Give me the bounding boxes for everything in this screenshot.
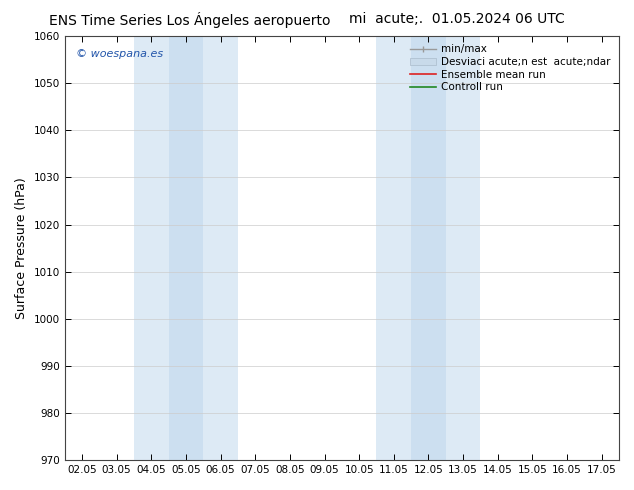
Text: © woespana.es: © woespana.es: [75, 49, 163, 59]
Legend: min/max, Desviaci acute;n est  acute;ndar, Ensemble mean run, Controll run: min/max, Desviaci acute;n est acute;ndar…: [407, 41, 614, 96]
Bar: [411, 36, 446, 460]
Text: mi  acute;.  01.05.2024 06 UTC: mi acute;. 01.05.2024 06 UTC: [349, 12, 564, 26]
Bar: [134, 36, 238, 460]
Bar: [377, 36, 481, 460]
Text: ENS Time Series Los Ángeles aeropuerto: ENS Time Series Los Ángeles aeropuerto: [49, 12, 331, 28]
Y-axis label: Surface Pressure (hPa): Surface Pressure (hPa): [15, 177, 28, 319]
Bar: [169, 36, 204, 460]
